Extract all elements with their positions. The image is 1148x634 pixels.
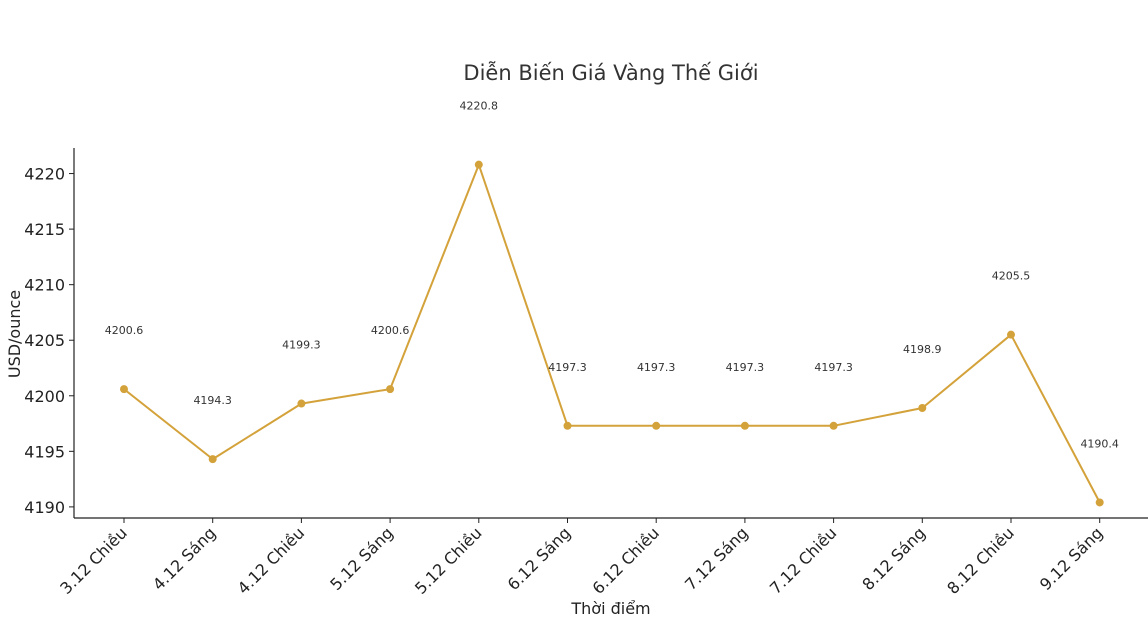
x-tick-label: 6.12 Sáng <box>504 523 575 594</box>
data-point <box>740 421 749 430</box>
data-point <box>208 455 217 464</box>
data-labels: 4200.6 4194.3 4199.3 4200.6 4220.8 4197.3 4197… <box>105 100 1119 451</box>
data-label: 4199.3 <box>282 339 321 352</box>
data-point <box>1095 498 1104 507</box>
y-axis-label: USD/ounce <box>5 290 24 378</box>
x-tick-label: 5.12 Chiều <box>411 523 486 598</box>
x-tick-label: 7.12 Chiều <box>766 523 841 598</box>
data-label: 4200.6 <box>371 324 410 337</box>
data-label: 4220.8 <box>460 100 499 113</box>
data-point <box>829 421 838 430</box>
x-tick-label: 9.12 Sáng <box>1036 523 1107 594</box>
y-tick-label: 4190 <box>24 498 65 517</box>
x-tick-label: 3.12 Chiều <box>56 523 131 598</box>
y-tick-label: 4200 <box>24 387 65 406</box>
data-label: 4197.3 <box>726 361 765 374</box>
y-tick-label: 4205 <box>24 331 65 350</box>
data-label: 4197.3 <box>814 361 853 374</box>
chart-title: Diễn Biến Giá Vàng Thế Giới <box>463 60 758 85</box>
x-tick-label: 5.12 Sáng <box>326 523 397 594</box>
data-point <box>474 160 483 169</box>
x-tick-label: 4.12 Chiều <box>234 523 309 598</box>
data-label: 4197.3 <box>637 361 676 374</box>
x-axis-label: Thời điểm <box>570 599 650 618</box>
x-tick-label: 8.12 Chiều <box>943 523 1018 598</box>
y-ticks: 4190 4195 4200 4205 4210 4215 4220 <box>24 165 74 517</box>
y-tick-label: 4220 <box>24 165 65 184</box>
data-label: 4205.5 <box>992 270 1031 283</box>
data-point <box>297 399 306 408</box>
data-point <box>386 385 395 394</box>
axes <box>73 148 1148 519</box>
data-label: 4200.6 <box>105 324 144 337</box>
data-point <box>652 421 661 430</box>
x-ticks: 3.12 Chiều 4.12 Sáng 4.12 Chiều 5.12 Sáng 5.… <box>56 518 1107 598</box>
data-label: 4197.3 <box>548 361 587 374</box>
data-point <box>918 404 927 412</box>
data-point <box>1007 330 1015 339</box>
x-tick-label: 8.12 Sáng <box>858 523 929 594</box>
x-tick-label: 7.12 Sáng <box>681 523 752 594</box>
series-group <box>120 160 1104 507</box>
data-label: 4198.9 <box>903 343 942 356</box>
y-tick-label: 4210 <box>24 276 65 295</box>
y-tick-label: 4195 <box>24 442 65 461</box>
series-line <box>123 163 1101 503</box>
x-tick-label: 6.12 Chiều <box>588 523 663 598</box>
data-label: 4190.4 <box>1080 437 1119 450</box>
data-point <box>563 421 572 430</box>
y-tick-label: 4215 <box>24 220 65 239</box>
x-tick-label: 4.12 Sáng <box>149 523 220 594</box>
data-point <box>120 385 128 394</box>
data-label: 4194.3 <box>193 394 232 407</box>
